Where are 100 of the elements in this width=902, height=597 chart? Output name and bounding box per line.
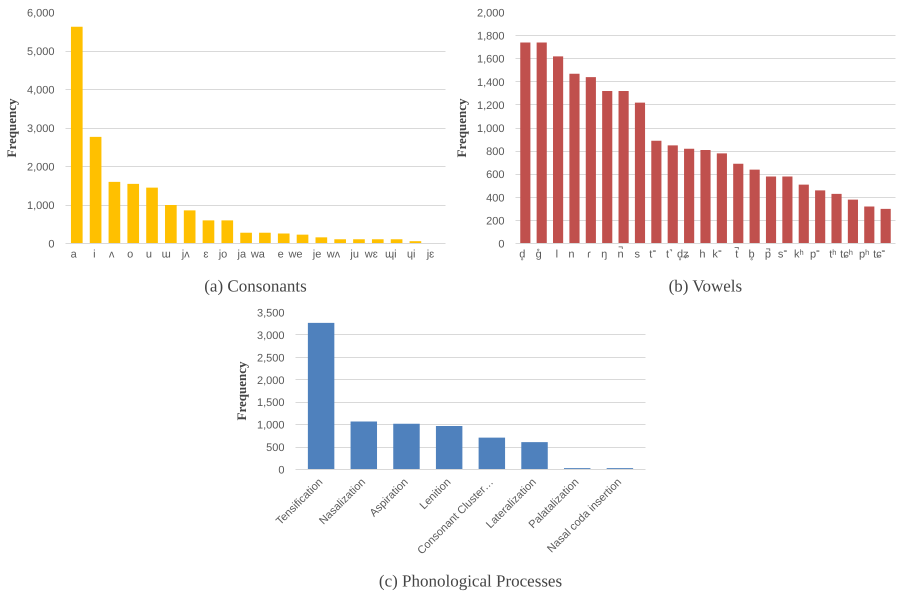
x-tick-label: b̥ [748, 248, 755, 261]
x-tick-label: d̥ʑ [677, 248, 690, 261]
x-tick-label: d̥ [519, 248, 526, 261]
bar [436, 426, 462, 470]
x-tick-label: jɛ [426, 248, 434, 260]
bar [586, 77, 596, 244]
x-tick-label: s [634, 248, 640, 260]
text: (b) Vowels [668, 276, 742, 296]
bar [618, 91, 629, 244]
y-tick-label: 1,800 [476, 30, 505, 43]
y-tick-label: 2,000 [26, 162, 55, 174]
y-tick-label: 4,000 [26, 84, 55, 96]
bar [165, 205, 177, 244]
bar [536, 42, 547, 244]
bar [700, 150, 711, 244]
x-tick-label: e [278, 248, 284, 260]
y-tick-label: 2,000 [476, 8, 505, 20]
bar [569, 74, 580, 244]
y-tick-label: 0 [498, 238, 505, 250]
y-axis-title: Frequency [454, 98, 469, 158]
x-tick-label: ɾ [587, 248, 592, 260]
y-tick-label: 1,400 [476, 76, 505, 89]
y-tick-label: 6,000 [26, 8, 55, 20]
x-tick-label: g̊ [536, 248, 542, 260]
bar [651, 140, 662, 244]
bar [393, 424, 420, 470]
bar [308, 322, 334, 470]
y-tick-label: 3,500 [256, 308, 285, 320]
x-tick-label: tʰ [829, 248, 837, 260]
x-tick-label: wa [250, 248, 266, 260]
y-tick-label: 1,000 [256, 420, 285, 432]
x-tick-label: h [699, 248, 706, 260]
bar [750, 170, 760, 244]
y-axis-title: Frequency [4, 98, 19, 158]
bar [848, 200, 858, 244]
y-tick-label: 1,600 [476, 54, 505, 66]
x-tick-label: wɛ [364, 248, 378, 260]
bar [864, 206, 874, 244]
y-tick-label: 3,000 [26, 123, 55, 135]
bar [798, 184, 809, 244]
bar [815, 190, 826, 244]
x-tick-label: jʌ [180, 248, 190, 260]
x-tick-label: n [568, 248, 574, 260]
y-tick-label: 600 [486, 169, 505, 182]
x-tick-label: ja [236, 248, 247, 260]
x-tick-label: i [93, 248, 96, 260]
x-tick-label: ɰi [384, 248, 397, 260]
x-tick-label: jo [218, 248, 228, 260]
bar [553, 56, 564, 244]
x-tick-label: o [127, 248, 134, 260]
x-tick-label: wʌ [326, 248, 341, 260]
y-tick-label: 1,000 [26, 200, 55, 212]
y-tick-label: 1,200 [476, 100, 505, 112]
bar [478, 438, 506, 470]
bar [259, 232, 271, 244]
bar [240, 232, 252, 244]
x-tick-label: kʰ [794, 248, 804, 260]
x-tick-label: l [556, 248, 558, 260]
x-tick-label: p̚ [764, 248, 772, 260]
x-tick-label: k⁼ [712, 248, 722, 260]
bar [782, 176, 792, 244]
bar [184, 210, 196, 244]
bar [521, 442, 548, 470]
bar [108, 182, 120, 244]
y-tick-label: 3,000 [256, 330, 285, 342]
bar [733, 164, 744, 244]
x-tick-label: u [146, 248, 152, 260]
x-tick-label: ju [349, 248, 359, 260]
y-tick-label: 5,000 [26, 46, 55, 58]
y-tick-label: 2,000 [256, 374, 285, 387]
x-tick-label: ɯ [162, 248, 171, 260]
bar [634, 102, 646, 244]
y-tick-label: 0 [48, 238, 55, 250]
x-tick-label: n̚ [617, 246, 624, 260]
bar [766, 176, 776, 244]
bar [350, 422, 378, 470]
bar [880, 208, 891, 244]
x-tick-label: je [312, 248, 322, 260]
x-tick-label: ɥi [406, 248, 416, 260]
y-tick-label: 1,000 [476, 123, 505, 135]
text: (c) Phonological Processes [378, 572, 562, 590]
x-tick-label: tɕʰ [840, 248, 853, 260]
y-tick-label: 400 [486, 192, 505, 204]
x-tick-label: ʌ [108, 248, 115, 260]
bar [716, 153, 727, 244]
bar [70, 26, 83, 244]
bar [221, 220, 234, 244]
y-tick-label: 200 [486, 215, 505, 228]
bar [90, 136, 102, 244]
x-tick-label: t˺ [666, 248, 673, 260]
bar [278, 233, 290, 244]
x-tick-label: tɕ⁼ [873, 248, 886, 260]
bar [146, 188, 158, 244]
y-axis-title: Frequency [234, 361, 249, 420]
text: (a) Consonants [204, 276, 307, 296]
y-tick-label: 2,500 [256, 352, 285, 364]
x-tick-label: t⁼ [649, 248, 656, 260]
x-tick-label: we [287, 248, 303, 260]
y-tick-label: 500 [266, 442, 285, 454]
y-tick-label: 0 [278, 464, 285, 476]
